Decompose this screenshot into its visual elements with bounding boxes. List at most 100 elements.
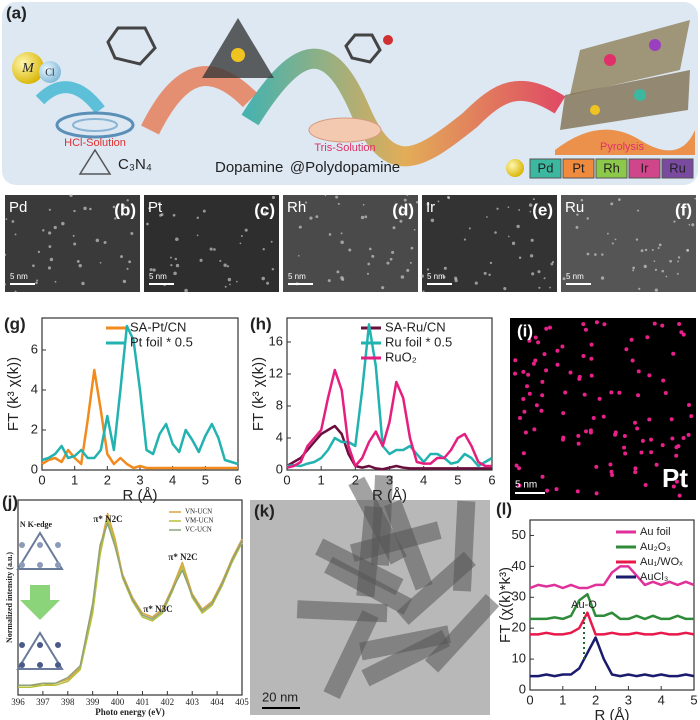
speckle bbox=[81, 281, 85, 286]
pt-atom bbox=[602, 322, 607, 327]
metal-symbol: M bbox=[21, 61, 35, 76]
pt-atom bbox=[660, 323, 665, 328]
nanorod bbox=[359, 625, 451, 661]
speckle bbox=[430, 218, 435, 223]
speckle bbox=[32, 264, 35, 268]
speckle bbox=[73, 209, 76, 213]
speckle bbox=[327, 279, 331, 283]
speckle bbox=[586, 252, 590, 256]
x-tick-label: 3 bbox=[625, 692, 632, 707]
speckle bbox=[529, 254, 534, 258]
speckle bbox=[654, 288, 658, 292]
speckle bbox=[409, 261, 412, 264]
metal-atom bbox=[231, 48, 245, 62]
pt-atom bbox=[640, 438, 645, 443]
legend-label: Au₂O₃ bbox=[640, 541, 671, 553]
speckle bbox=[611, 242, 614, 245]
speckle bbox=[694, 197, 697, 200]
annotation: N K-edge bbox=[20, 520, 53, 529]
x-tick-label: 3 bbox=[386, 472, 393, 487]
x-tick-label: 1 bbox=[559, 692, 566, 707]
pt-atom bbox=[527, 391, 532, 396]
x-tick-label: 400 bbox=[111, 697, 125, 707]
pt-atom bbox=[591, 415, 596, 420]
speckle bbox=[562, 277, 566, 281]
atom bbox=[19, 662, 25, 668]
speckle bbox=[244, 228, 248, 232]
speckle bbox=[95, 238, 100, 243]
speckle bbox=[61, 221, 65, 226]
speckle bbox=[391, 250, 395, 254]
series-line bbox=[286, 323, 493, 468]
polydopamine-label: @Polydopamine bbox=[290, 159, 400, 176]
speckle bbox=[130, 231, 134, 235]
y-tick-label: 6 bbox=[31, 341, 38, 356]
pt-atom bbox=[609, 390, 614, 395]
pt-atom bbox=[561, 435, 566, 440]
atom bbox=[19, 642, 25, 648]
pt-atom bbox=[594, 320, 599, 325]
x-tick-label: 405 bbox=[235, 697, 249, 707]
speckle bbox=[638, 287, 641, 290]
atom bbox=[37, 662, 43, 668]
pt-atom bbox=[583, 327, 588, 332]
speckle bbox=[426, 268, 430, 271]
speckle bbox=[196, 216, 199, 219]
speckle bbox=[530, 238, 534, 242]
speckle bbox=[549, 286, 551, 289]
micrograph bbox=[561, 195, 696, 292]
molecule-sketch bbox=[16, 631, 64, 670]
nanorod bbox=[356, 505, 383, 598]
pt-atom bbox=[609, 469, 614, 474]
pt-atom bbox=[544, 368, 549, 373]
scale-label: 5 nm bbox=[566, 272, 584, 281]
speckle bbox=[122, 279, 127, 284]
speckle bbox=[47, 266, 52, 270]
speckle bbox=[406, 268, 410, 272]
scale-label: 5 nm bbox=[288, 272, 306, 281]
pt-atom bbox=[555, 362, 560, 367]
scheme-panel: (a) M Cl HCl-Solution C₃N₄ Dopamine Tris… bbox=[2, 2, 698, 185]
y-axis-label: FT (k³ χ(k)) bbox=[5, 357, 22, 431]
pt-atom bbox=[545, 488, 550, 493]
speckle bbox=[223, 263, 227, 267]
series-line bbox=[286, 368, 492, 469]
x-tick-label: 2 bbox=[592, 692, 599, 707]
speckle bbox=[686, 248, 690, 252]
speckle bbox=[336, 270, 340, 274]
speckle bbox=[152, 268, 156, 272]
pt-atom bbox=[610, 472, 615, 477]
legend-label: SA-Ru/CN bbox=[385, 319, 446, 334]
speckle bbox=[366, 272, 370, 275]
speckle bbox=[14, 290, 17, 293]
speckle bbox=[337, 202, 340, 205]
pt-atom bbox=[633, 466, 638, 471]
speckle bbox=[271, 195, 276, 200]
pt-atom bbox=[534, 403, 539, 408]
speckle bbox=[507, 235, 510, 238]
pt-atom bbox=[563, 390, 568, 395]
speckle bbox=[226, 265, 230, 268]
speckle bbox=[551, 260, 555, 264]
speckle bbox=[261, 276, 266, 281]
legend-label: SA-Pt/CN bbox=[130, 319, 186, 334]
pt-atom bbox=[576, 441, 581, 446]
speckle bbox=[400, 205, 403, 208]
speckle bbox=[437, 200, 440, 203]
speckle bbox=[196, 234, 199, 237]
speckle bbox=[442, 275, 446, 279]
y-axis-label: Normalized intensity (a.u.) bbox=[5, 552, 14, 643]
scale-label: 5 nm bbox=[427, 272, 445, 281]
speckle bbox=[227, 277, 232, 282]
nanorod bbox=[323, 610, 379, 700]
speckle bbox=[54, 280, 57, 283]
dopamine-molecule bbox=[344, 33, 382, 64]
panel-label: (h) bbox=[250, 314, 272, 333]
speckle bbox=[270, 240, 273, 243]
pt-atom bbox=[629, 337, 634, 342]
atom bbox=[37, 562, 43, 568]
speckle bbox=[297, 254, 300, 257]
pt-atom bbox=[521, 397, 526, 402]
pt-atom bbox=[525, 384, 530, 389]
panel-label: (a) bbox=[6, 3, 27, 22]
